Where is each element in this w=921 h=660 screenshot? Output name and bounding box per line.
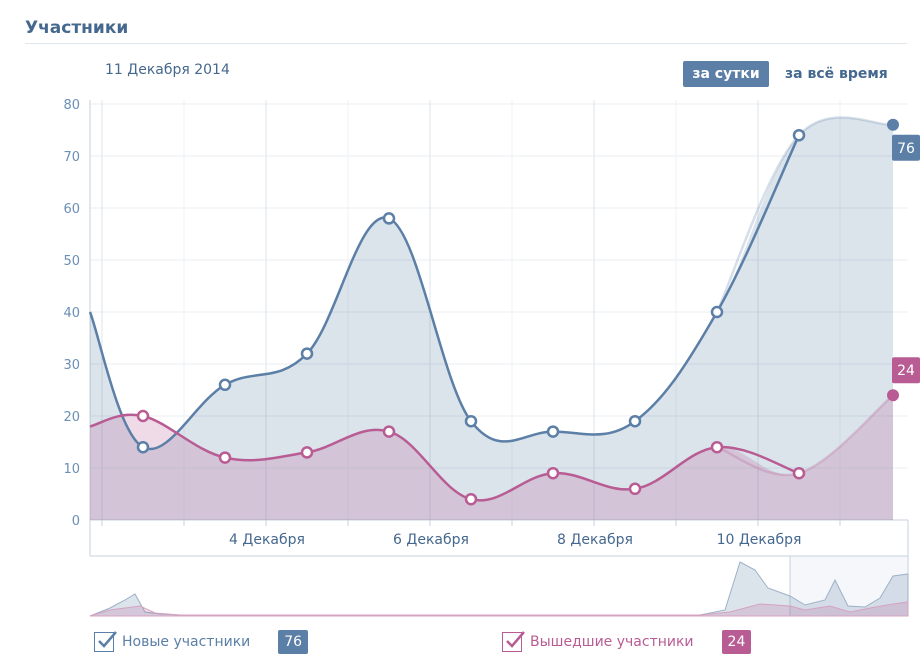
legend-left-value: 24 bbox=[721, 630, 752, 654]
y-tick-label: 30 bbox=[63, 358, 80, 373]
y-axis-ticks: 0 10 20 30 40 50 60 70 80 bbox=[63, 98, 80, 529]
data-point bbox=[382, 425, 396, 438]
current-date: 11 Декабря 2014 bbox=[105, 62, 230, 78]
check-icon bbox=[98, 631, 117, 648]
data-point bbox=[136, 440, 150, 454]
legend-new[interactable]: Новые участники 76 bbox=[94, 630, 309, 654]
data-point bbox=[710, 305, 724, 319]
chart-points bbox=[136, 118, 899, 506]
page-title: Участники bbox=[25, 18, 129, 38]
data-point bbox=[546, 466, 560, 480]
x-tick-label: 10 Декабря bbox=[717, 532, 802, 548]
data-point bbox=[136, 409, 150, 423]
left-members-checkbox[interactable] bbox=[502, 631, 525, 652]
data-point bbox=[628, 482, 642, 496]
chart-grid bbox=[89, 100, 909, 557]
navigator-area-left bbox=[89, 601, 909, 617]
check-icon bbox=[506, 631, 525, 648]
data-point-last bbox=[887, 389, 899, 402]
y-tick-label: 0 bbox=[72, 514, 80, 529]
data-point bbox=[546, 425, 560, 438]
members-chart: 0 10 20 30 40 50 60 70 80 4 Декабря 6 Декабря 8 Де… bbox=[63, 98, 920, 617]
value-badge-left bbox=[892, 357, 920, 384]
range-navigator bbox=[89, 555, 909, 617]
line-new bbox=[88, 134, 801, 451]
per-day-button[interactable]: за сутки bbox=[683, 61, 769, 87]
value-badge-new bbox=[892, 134, 920, 161]
y-tick-label: 50 bbox=[63, 254, 80, 269]
data-point-last bbox=[887, 118, 899, 131]
area-new bbox=[90, 117, 893, 521]
data-point bbox=[218, 451, 232, 464]
y-tick-label: 40 bbox=[63, 306, 80, 321]
chart-lines bbox=[88, 116, 894, 502]
all-time-button[interactable]: за всё время bbox=[785, 66, 888, 82]
value-badges: 76 24 bbox=[892, 134, 920, 384]
x-tick-label: 6 Декабря bbox=[393, 532, 469, 548]
chart-areas bbox=[90, 117, 893, 521]
data-point bbox=[628, 414, 642, 428]
data-point bbox=[792, 128, 806, 142]
legend-left[interactable]: Вышедшие участники 24 bbox=[502, 630, 752, 654]
legend-new-value: 76 bbox=[278, 630, 309, 654]
data-point bbox=[382, 212, 396, 225]
line-left bbox=[89, 413, 800, 502]
area-left bbox=[90, 395, 893, 520]
title-divider bbox=[25, 43, 907, 44]
y-tick-label: 20 bbox=[63, 410, 80, 425]
data-point bbox=[710, 440, 724, 454]
value-badge-text: 24 bbox=[897, 363, 915, 379]
y-tick-label: 70 bbox=[63, 150, 80, 165]
legend-new-label: Новые участники bbox=[122, 634, 251, 650]
data-point bbox=[218, 378, 232, 392]
x-axis-ticks: 4 Декабря 6 Декабря 8 Декабря 10 Декабря bbox=[229, 532, 801, 548]
y-tick-label: 60 bbox=[63, 202, 80, 217]
new-members-checkbox[interactable] bbox=[94, 631, 117, 652]
navigator-area-new bbox=[89, 561, 909, 617]
legend-left-label: Вышедшие участники bbox=[530, 634, 694, 650]
data-point bbox=[464, 492, 478, 506]
data-point bbox=[792, 466, 806, 480]
data-point bbox=[464, 414, 478, 428]
y-tick-label: 10 bbox=[63, 462, 80, 477]
x-tick-label: 8 Декабря bbox=[557, 532, 633, 548]
line-tail-new bbox=[715, 116, 894, 313]
y-tick-label: 80 bbox=[63, 98, 80, 113]
x-tick-label: 4 Декабря bbox=[229, 532, 305, 548]
data-point bbox=[300, 347, 314, 360]
data-point bbox=[300, 446, 314, 459]
value-badge-text: 76 bbox=[897, 141, 915, 157]
